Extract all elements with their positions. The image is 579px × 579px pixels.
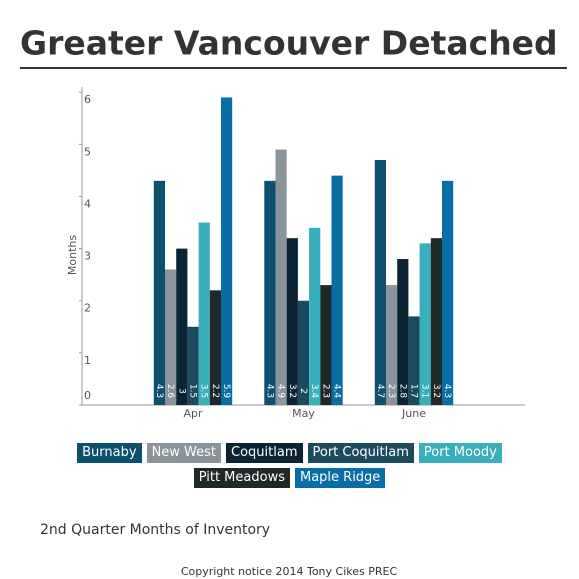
x-tick-label: May [292, 407, 315, 420]
value-label: 3.4 [309, 384, 319, 399]
legend: Burnaby New West Coquitlam Port Coquitlam Po… [0, 443, 579, 488]
value-label: 2.2 [210, 384, 220, 398]
value-label: 3.2 [431, 384, 441, 398]
bar [209, 290, 221, 405]
bar [397, 259, 409, 405]
bar [331, 175, 343, 405]
y-tick-label: 0 [84, 389, 91, 402]
bar [198, 222, 210, 405]
bar [275, 149, 287, 405]
bar [264, 180, 276, 405]
legend-item: Burnaby [77, 443, 142, 463]
bar [286, 238, 298, 405]
value-label: 3.1 [420, 384, 430, 398]
bar [419, 243, 431, 405]
bar [187, 326, 199, 405]
legend-row: Pitt Meadows Maple Ridge [193, 468, 386, 488]
bar [386, 285, 398, 405]
bar [430, 238, 442, 405]
y-tick-label: 6 [84, 93, 91, 106]
y-tick-label: 3 [84, 250, 91, 263]
x-tick-label: June [401, 407, 426, 420]
subtitle: 2nd Quarter Months of Inventory [40, 522, 270, 538]
legend-item: Port Moody [418, 443, 502, 463]
value-label: 2 [298, 388, 308, 394]
chart-title: Greater Vancouver Detached [20, 24, 558, 63]
value-label: 1.5 [188, 384, 198, 398]
bar [442, 180, 454, 405]
y-tick-label: 4 [84, 197, 91, 210]
legend-item: Pitt Meadows [193, 468, 290, 488]
value-label: 2.6 [165, 384, 175, 399]
value-label: 3.5 [199, 384, 209, 398]
value-label: 2.3 [386, 384, 396, 398]
y-tick-label: 1 [84, 354, 91, 367]
bar [320, 285, 332, 405]
x-tick-label: Apr [183, 407, 203, 420]
legend-item: Port Coquitlam [307, 443, 414, 463]
y-axis-label: Months [66, 235, 79, 275]
value-label: 4.4 [332, 384, 342, 399]
value-label: 4.3 [442, 384, 452, 398]
value-label: 1.7 [409, 384, 419, 398]
bar [176, 248, 188, 405]
y-tick-label: 2 [84, 302, 91, 315]
legend-item: New West [146, 443, 222, 463]
y-tick-label: 5 [84, 145, 91, 158]
value-label: 2.3 [320, 384, 330, 398]
bar [374, 159, 386, 405]
bar [165, 269, 177, 405]
bar [153, 180, 165, 405]
legend-row: Burnaby New West Coquitlam Port Coquitlam Po… [77, 443, 502, 463]
value-label: 3.2 [287, 384, 297, 398]
bar [309, 227, 321, 405]
footer: Copyright notice 2014 Tony Cikes PREC [181, 565, 398, 578]
bar [221, 97, 233, 405]
value-label: 4.9 [276, 384, 286, 399]
bar [297, 300, 310, 405]
value-label: 4.3 [264, 384, 274, 398]
legend-item: Maple Ridge [294, 468, 386, 488]
value-label: 4.3 [154, 384, 164, 398]
value-label: 3 [176, 388, 186, 394]
value-label: 2.8 [397, 384, 407, 399]
bar [408, 316, 420, 405]
value-label: 5.9 [221, 384, 231, 399]
value-label: 4.7 [375, 384, 385, 398]
legend-item: Coquitlam [226, 443, 303, 463]
